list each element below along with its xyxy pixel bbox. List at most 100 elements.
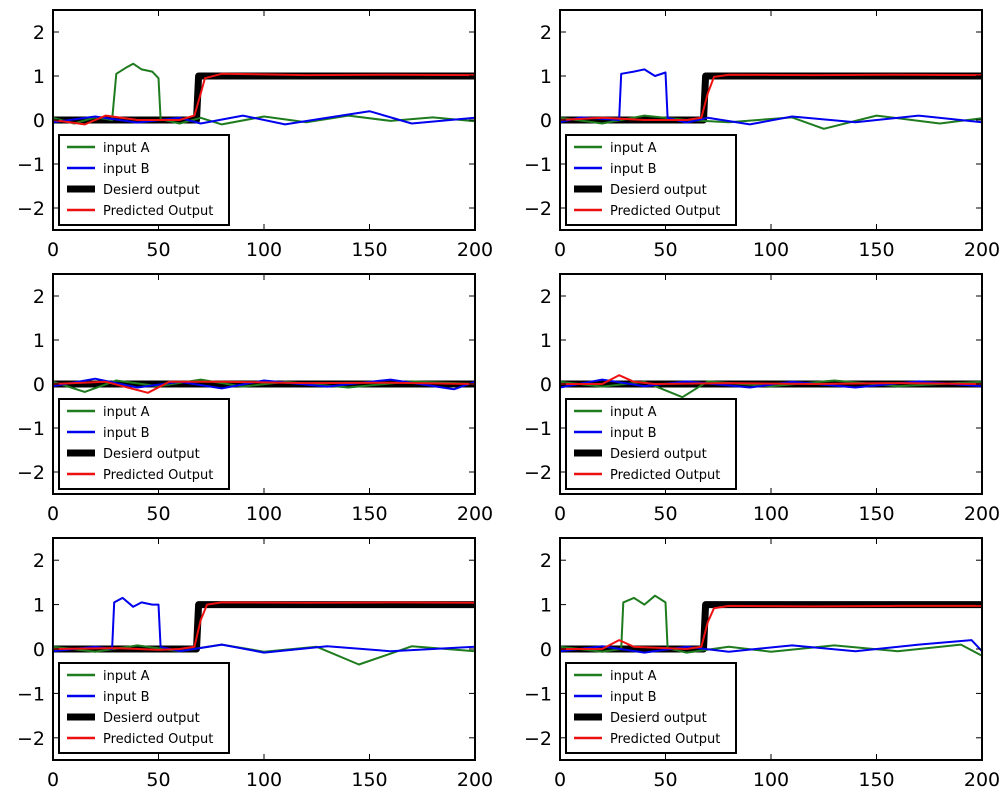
legend: input A input B Desierd output Predicted Ou… xyxy=(58,662,230,754)
series-group xyxy=(53,596,475,666)
x-tick-label: 200 xyxy=(964,769,1000,791)
y-tick-label: 2 xyxy=(33,550,45,572)
chart-panel-5: 0 50 100 150 200 −2 −1 0 1 2 input A input B Desierd… xyxy=(17,537,493,791)
x-tick-label: 50 xyxy=(146,239,170,261)
series-line-predicted-output xyxy=(53,601,475,651)
y-tick-label: −2 xyxy=(524,198,552,220)
series-line-input-b xyxy=(53,377,475,391)
legend-label-predicted-output: Predicted Output xyxy=(103,468,213,483)
x-tick-label: 50 xyxy=(146,503,170,525)
legend-label-input-b: input B xyxy=(610,162,657,177)
legend-label-input-a: input A xyxy=(610,405,657,420)
y-tick-label: 2 xyxy=(540,550,552,572)
legend-label-input-a: input A xyxy=(103,669,150,684)
legend-label-predicted-output: Predicted Output xyxy=(610,468,720,483)
y-tick-label: 2 xyxy=(540,286,552,308)
legend-label-input-a: input A xyxy=(103,405,150,420)
chart-panel-4: 0 50 100 150 200 −2 −1 0 1 2 input A input B Desierd… xyxy=(524,273,1000,525)
x-tick-label: 150 xyxy=(351,769,387,791)
x-tick-label: 100 xyxy=(246,769,282,791)
series-group xyxy=(560,594,982,657)
y-tick-label: 2 xyxy=(540,22,552,44)
y-tick-label: −2 xyxy=(524,462,552,484)
y-tick-label: −2 xyxy=(17,462,45,484)
y-tick-label: 0 xyxy=(33,110,45,132)
x-tick-label: 150 xyxy=(858,239,894,261)
y-tick-label: −2 xyxy=(524,728,552,750)
legend: input A input B Desierd output Predicted Ou… xyxy=(565,662,737,754)
y-tick-label: −1 xyxy=(524,683,552,705)
x-tick-label: 150 xyxy=(351,239,387,261)
legend-label-desierd-output: Desierd output xyxy=(610,711,707,726)
x-tick-label: 100 xyxy=(753,503,789,525)
series-line-predicted-output xyxy=(53,380,475,394)
x-tick-label: 100 xyxy=(753,769,789,791)
series-line-predicted-output xyxy=(560,374,982,385)
y-tick-label: 0 xyxy=(540,639,552,661)
series-group xyxy=(560,374,982,399)
legend-label-input-b: input B xyxy=(610,690,657,705)
y-tick-label: 1 xyxy=(540,595,552,617)
y-tick-label: 0 xyxy=(33,639,45,661)
chart-panel-3: 0 50 100 150 200 −2 −1 0 1 2 input A input B Desierd… xyxy=(17,273,493,525)
legend-label-input-b: input B xyxy=(103,162,150,177)
x-tick-label: 100 xyxy=(246,503,282,525)
legend-label-predicted-output: Predicted Output xyxy=(610,204,720,219)
legend-label-input-a: input A xyxy=(610,669,657,684)
y-tick-label: 0 xyxy=(540,110,552,132)
series-line-input-a xyxy=(560,594,982,657)
legend-label-desierd-output: Desierd output xyxy=(610,447,707,462)
x-tick-label: 0 xyxy=(47,769,59,791)
series-line-input-a xyxy=(53,378,475,393)
series-line-input-b xyxy=(560,68,982,126)
x-tick-label: 50 xyxy=(653,239,677,261)
legend-label-input-b: input B xyxy=(103,690,150,705)
legend: input A input B Desierd output Predicted Ou… xyxy=(565,398,737,490)
x-tick-label: 50 xyxy=(653,503,677,525)
legend-label-input-b: input B xyxy=(610,426,657,441)
x-tick-label: 150 xyxy=(858,503,894,525)
x-tick-label: 200 xyxy=(964,503,1000,525)
legend: input A input B Desierd output Predicted Ou… xyxy=(565,134,737,226)
series-line-input-b xyxy=(560,639,982,654)
y-tick-label: −1 xyxy=(17,154,45,176)
series-group xyxy=(560,68,982,130)
legend-label-input-a: input A xyxy=(610,141,657,156)
x-tick-label: 0 xyxy=(47,239,59,261)
legend-label-desierd-output: Desierd output xyxy=(103,447,200,462)
series-group xyxy=(53,377,475,394)
x-tick-label: 200 xyxy=(457,239,493,261)
y-tick-label: −2 xyxy=(17,728,45,750)
series-line-desierd-output xyxy=(560,601,982,653)
y-tick-label: 1 xyxy=(540,66,552,88)
x-tick-label: 0 xyxy=(554,239,566,261)
legend-label-predicted-output: Predicted Output xyxy=(103,732,213,747)
y-tick-label: 0 xyxy=(540,374,552,396)
x-tick-label: 100 xyxy=(246,239,282,261)
y-tick-label: 2 xyxy=(33,22,45,44)
y-tick-label: 1 xyxy=(33,66,45,88)
series-line-predicted-output xyxy=(560,604,982,650)
legend: input A input B Desierd output Predicted Ou… xyxy=(58,398,230,490)
x-tick-label: 200 xyxy=(457,503,493,525)
legend-label-predicted-output: Predicted Output xyxy=(610,732,720,747)
legend-label-desierd-output: Desierd output xyxy=(103,183,200,198)
chart-panel-2: 0 50 100 150 200 −2 −1 0 1 2 input A input B Desierd… xyxy=(524,9,1000,261)
y-tick-label: −1 xyxy=(17,418,45,440)
x-tick-label: 0 xyxy=(554,769,566,791)
x-tick-label: 100 xyxy=(753,239,789,261)
x-tick-label: 0 xyxy=(554,503,566,525)
legend-label-desierd-output: Desierd output xyxy=(610,183,707,198)
x-tick-label: 0 xyxy=(47,503,59,525)
series-line-input-a xyxy=(53,62,475,126)
series-line-input-b xyxy=(53,110,475,126)
x-tick-label: 200 xyxy=(964,239,1000,261)
y-tick-label: −1 xyxy=(17,683,45,705)
y-tick-label: −2 xyxy=(17,198,45,220)
y-tick-label: 1 xyxy=(33,595,45,617)
x-tick-label: 150 xyxy=(858,769,894,791)
chart-panel-6: 0 50 100 150 200 −2 −1 0 1 2 input A input B Desierd… xyxy=(524,537,1000,791)
chart-panel-1: 0 50 100 150 200 −2 −1 0 1 2 input A input B Desierd… xyxy=(17,9,493,261)
